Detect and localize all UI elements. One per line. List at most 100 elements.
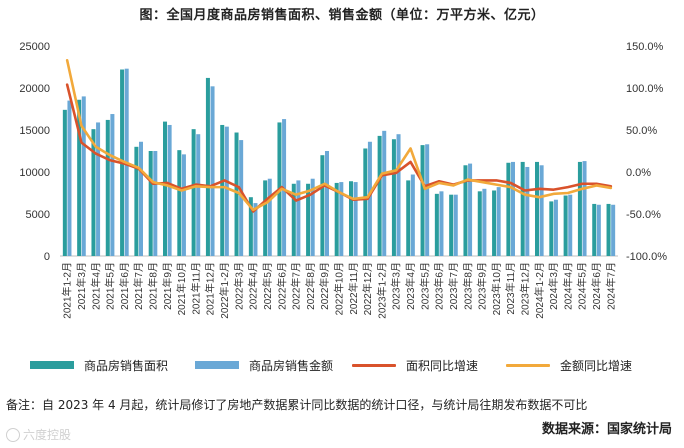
- bar-sales: [367, 141, 372, 256]
- bar-sales: [539, 165, 544, 256]
- bar-area: [320, 155, 325, 256]
- bar-area: [463, 165, 468, 256]
- chart-title: 图：全国月度商品房销售面积、销售金额（单位：万平方米、亿元）: [139, 8, 545, 23]
- x-tick-label: 2023年12月: [519, 262, 532, 315]
- bar-area: [306, 183, 311, 256]
- legend-label-sales: 商品房销售金额: [249, 358, 334, 373]
- bar-area: [449, 194, 454, 256]
- bar-sales: [310, 178, 315, 256]
- bar-area: [263, 180, 268, 256]
- bar-area: [535, 161, 540, 256]
- y-right-tick-label: 150.0%: [626, 41, 664, 53]
- bar-area: [477, 191, 482, 256]
- x-tick-label: 2021年12月: [204, 262, 217, 315]
- legend-swatch-area-yoy: [352, 363, 396, 367]
- legend-label-area: 商品房销售面积: [84, 358, 169, 373]
- x-tick-label: 2021年4月: [89, 262, 102, 310]
- bar-sales: [525, 166, 530, 256]
- bar-sales: [267, 178, 272, 256]
- x-tick-label: 2023年7月: [447, 262, 460, 310]
- y-left-tick-label: 5000: [26, 209, 50, 221]
- y-right-tick-label: -50.0%: [626, 209, 661, 221]
- bar-area: [492, 190, 497, 256]
- x-tick-label: 2024年5月: [576, 262, 589, 310]
- x-tick-label: 2024年3月: [547, 262, 560, 310]
- bar-area: [334, 182, 339, 256]
- bar-sales: [425, 144, 430, 256]
- x-tick-label: 2022年8月: [304, 262, 317, 310]
- bar-sales: [110, 114, 115, 256]
- bar-area: [148, 151, 153, 256]
- bar-sales: [167, 124, 172, 257]
- x-tick-label: 2023年5月: [418, 262, 431, 310]
- x-tick-label: 2023年9月: [476, 262, 489, 310]
- x-tick-label: 2021年8月: [147, 262, 160, 310]
- bar-area: [105, 119, 110, 256]
- x-tick-label: 2023年4月: [404, 262, 417, 310]
- x-tick-label: 2021年7月: [132, 262, 145, 310]
- bar-area: [520, 161, 525, 256]
- x-tick-label: 2024年1-2月: [533, 262, 546, 319]
- x-tick-label: 2022年7月: [290, 262, 303, 310]
- bar-sales: [181, 154, 186, 256]
- bar-area: [434, 193, 439, 256]
- bar-sales: [596, 204, 601, 256]
- x-tick-label: 2023年11月: [504, 262, 517, 315]
- legend-label-sales-yoy: 金额同比增速: [560, 358, 633, 373]
- x-tick-label: 2024年6月: [590, 262, 603, 310]
- bar-sales: [196, 134, 201, 256]
- y-right-tick-label: -100.0%: [626, 251, 667, 263]
- bar-area: [577, 161, 582, 256]
- bar-area: [220, 124, 225, 257]
- y-right-tick-label: 100.0%: [626, 83, 664, 95]
- bar-area: [549, 201, 554, 256]
- bar-area: [177, 150, 182, 256]
- bar-sales: [153, 151, 158, 256]
- x-tick-label: 2024年7月: [604, 262, 617, 310]
- bar-area: [592, 203, 597, 256]
- chart-svg: 0 5000 10000 15000 20000 25000 -100.0% -50.0% 0.…: [19, 41, 667, 319]
- bar-area: [134, 146, 139, 256]
- bar-sales: [468, 163, 473, 256]
- x-tick-label: 2022年6月: [275, 262, 288, 310]
- x-tick-label: 2023年10月: [490, 262, 503, 315]
- x-tick-label: 2022年5月: [261, 262, 274, 310]
- x-tick-label: 2021年6月: [118, 262, 131, 310]
- legend-item-area: 商品房销售面积: [30, 356, 168, 374]
- bar-area: [349, 181, 354, 256]
- bar-area: [391, 139, 396, 256]
- bar-area: [606, 203, 611, 256]
- x-tick-label: 2023年3月: [390, 262, 403, 310]
- bar-sales: [339, 182, 344, 256]
- bar-sales: [210, 86, 215, 256]
- x-tick-label: 2022年11月: [347, 262, 360, 315]
- bar-area: [91, 129, 96, 256]
- bar-sales: [81, 96, 86, 257]
- bar-sales: [138, 141, 143, 256]
- x-tick-label: 2021年9月: [161, 262, 174, 310]
- legend-item-sales-yoy: 金额同比增速: [506, 356, 632, 374]
- x-tick-label: 2021年1-2月: [61, 262, 74, 319]
- legend-swatch-sales-yoy: [506, 363, 550, 367]
- bar-area: [248, 197, 253, 256]
- legend: 商品房销售面积 商品房销售金额 面积同比增速 金额同比增速: [0, 356, 684, 376]
- x-tick-label: 2023年6月: [433, 262, 446, 310]
- bar-area: [62, 109, 67, 256]
- bar-sales: [510, 161, 515, 256]
- bar-area: [506, 162, 511, 256]
- bar-sales: [224, 126, 229, 256]
- x-tick-label: 2022年4月: [247, 262, 260, 310]
- y-left-tick-label: 25000: [19, 41, 50, 53]
- bar-sales: [582, 161, 587, 256]
- legend-swatch-area: [30, 361, 74, 369]
- bar-area: [77, 99, 82, 256]
- bar-sales: [67, 100, 72, 256]
- bar-area: [420, 145, 425, 256]
- x-tick-label: 2022年10月: [333, 262, 346, 315]
- x-tick-label: 2022年12月: [361, 262, 374, 315]
- line-sales-yoy: [65, 58, 613, 212]
- x-tick-label: 2022年9月: [318, 262, 331, 310]
- legend-item-sales: 商品房销售金额: [195, 356, 333, 374]
- bar-area: [234, 132, 239, 256]
- bar-sales: [611, 204, 616, 256]
